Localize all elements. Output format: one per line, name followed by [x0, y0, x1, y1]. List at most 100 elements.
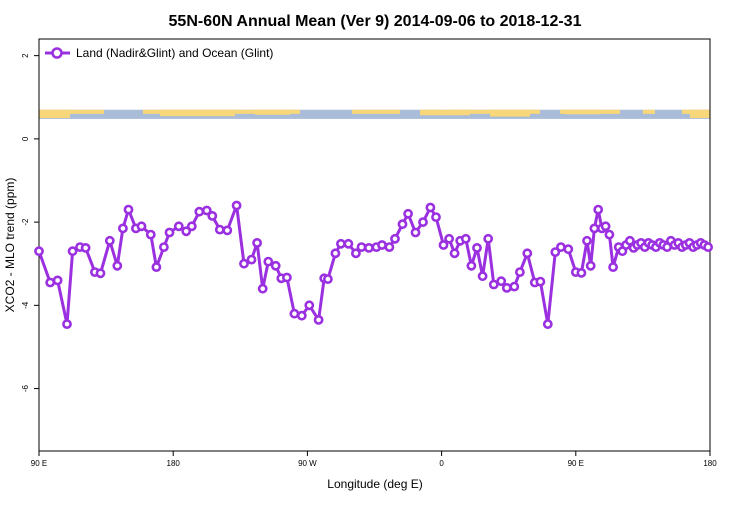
data-point	[186, 221, 197, 232]
data-point	[593, 204, 604, 215]
data-point	[535, 276, 546, 287]
data-point	[522, 248, 533, 259]
land-segment	[255, 109, 290, 115]
land-segment	[420, 109, 470, 116]
data-point	[335, 238, 346, 249]
data-point	[289, 308, 300, 319]
data-point	[239, 258, 249, 269]
data-point	[164, 227, 175, 238]
data-point	[343, 238, 354, 249]
data-point	[207, 210, 218, 221]
data-point	[322, 274, 333, 284]
data-point	[431, 212, 441, 222]
data-point	[550, 247, 561, 257]
data-point	[151, 262, 162, 272]
land-ocean-strip	[39, 109, 710, 119]
data-point	[576, 267, 587, 278]
data-point	[496, 276, 507, 287]
data-point	[449, 248, 460, 259]
data-point	[600, 221, 611, 232]
data-point	[356, 242, 367, 252]
x-tick-label: 90 E	[568, 459, 584, 468]
land-segment	[643, 109, 655, 114]
data-point	[252, 237, 262, 248]
data-point	[444, 233, 454, 244]
data-point	[384, 242, 395, 252]
data-point	[194, 206, 205, 217]
data-point	[173, 221, 184, 232]
y-axis-label: XCO2 - MLO trend (ppm)	[3, 178, 17, 313]
x-axis-label: Longitude (deg E)	[327, 477, 422, 491]
data-point	[466, 260, 477, 271]
data-point	[281, 272, 292, 283]
data-point	[501, 282, 512, 293]
data-point	[52, 275, 63, 286]
data-point	[363, 242, 374, 253]
data-point	[542, 319, 553, 329]
data-point	[67, 246, 78, 257]
data-point	[460, 233, 471, 244]
y-tick-label: 0	[21, 136, 30, 141]
data-point	[483, 233, 494, 244]
data-point	[604, 229, 615, 240]
x-tick-label: 90 E	[31, 459, 47, 468]
y-tick-label: -4	[21, 301, 30, 309]
data-point	[313, 314, 324, 325]
land-segment	[352, 109, 400, 114]
data-point	[34, 246, 44, 257]
data-point	[438, 240, 449, 250]
x-axis: 90 E 180 90 W 0 90 E 180	[31, 451, 717, 468]
data-point	[231, 200, 242, 211]
data-point	[222, 225, 233, 236]
x-tick-label: 90 W	[298, 459, 317, 468]
data-point	[330, 248, 341, 259]
data-point	[270, 260, 281, 271]
data-point	[136, 221, 147, 232]
y-tick-label: 2	[21, 53, 30, 58]
data-point	[95, 268, 106, 279]
data-point	[246, 254, 257, 265]
data-point	[112, 260, 123, 271]
data-point	[403, 208, 413, 219]
data-point	[418, 217, 428, 227]
data-point	[472, 242, 482, 253]
data-point	[80, 242, 91, 253]
data-point	[563, 244, 574, 255]
data-point	[410, 227, 421, 238]
series-layer	[34, 200, 713, 329]
data-point	[589, 223, 600, 234]
ocean-band	[39, 109, 710, 119]
chart-title: 55N-60N Annual Mean (Ver 9) 2014-09-06 t…	[169, 13, 582, 30]
data-point	[425, 202, 436, 213]
data-point	[62, 319, 72, 329]
x-tick-label: 180	[167, 459, 181, 468]
land-segment	[160, 109, 235, 117]
y-tick-label: -2	[21, 218, 30, 226]
data-point	[477, 271, 488, 282]
data-point	[515, 267, 525, 277]
land-segment	[39, 109, 104, 114]
x-tick-label: 180	[703, 459, 717, 468]
data-point	[509, 281, 520, 292]
data-point	[625, 235, 635, 246]
data-point	[488, 279, 499, 290]
data-point	[608, 262, 618, 272]
data-point	[263, 256, 274, 267]
data-point	[118, 223, 128, 234]
y-axis: 2 0 -2 -4 -6	[21, 53, 39, 392]
y-tick-label: -6	[21, 384, 30, 392]
data-point	[257, 283, 268, 294]
data-point	[158, 242, 169, 252]
data-point	[181, 226, 192, 237]
data-point	[296, 310, 307, 321]
data-point	[390, 233, 400, 244]
land-segment	[490, 109, 530, 117]
land-segment	[690, 109, 710, 118]
data-point	[123, 204, 134, 215]
land-segment	[565, 109, 600, 115]
data-point	[350, 248, 361, 259]
x-tick-label: 0	[439, 459, 444, 468]
data-point	[214, 224, 225, 235]
data-point	[703, 242, 713, 252]
